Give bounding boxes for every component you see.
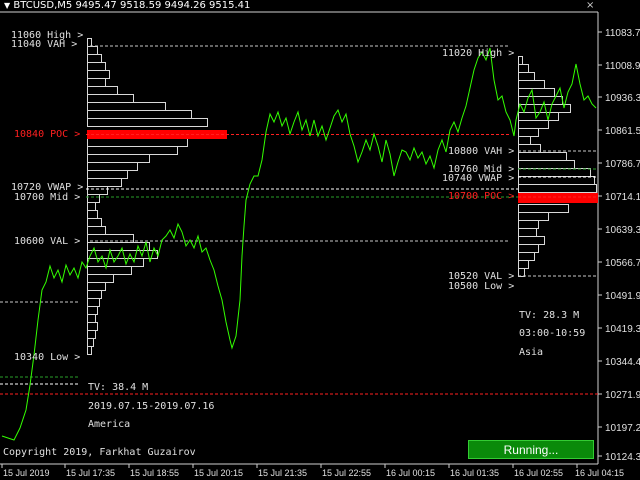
price-tick-label: 11083.73	[605, 28, 640, 39]
time-tick-label: 16 Jul 02:55	[514, 468, 563, 478]
symbol-header: ▼ BTCUSD,M5 9495.47 9518.59 9494.26 9515…	[4, 0, 250, 12]
level-label-high-right: 11020 High >	[442, 48, 514, 59]
time-tick-label: 15 Jul 21:35	[258, 468, 307, 478]
level-label-val-left: 10600 VAL >	[14, 236, 80, 247]
level-label-mid-right: 10760 Mid >	[448, 164, 514, 175]
level-label-vah-right: 10800 VAH >	[448, 146, 514, 157]
level-label-low-left: 10340 Low >	[14, 352, 80, 363]
time-tick-label: 15 Jul 17:35	[66, 468, 115, 478]
level-label-vwap-right: 10740 VWAP >	[442, 173, 514, 184]
profile-session-left: America	[88, 419, 130, 430]
price-tick-label: 10714.15	[605, 192, 640, 203]
close-icon[interactable]: ×	[586, 0, 595, 11]
time-tick-label: 15 Jul 2019	[3, 468, 50, 478]
poc-bar-right	[518, 193, 598, 203]
price-tick-label: 11008.99	[605, 61, 640, 72]
time-tick-label: 16 Jul 04:15	[575, 468, 624, 478]
time-tick-label: 15 Jul 20:15	[194, 468, 243, 478]
running-status-button[interactable]: Running...	[468, 440, 594, 459]
profile-hours-right: 03:00-10:59	[519, 328, 585, 339]
level-label-low-right: 10500 Low >	[448, 281, 514, 292]
level-label-vah-left: 11040 VAH >	[11, 39, 77, 50]
time-tick-label: 15 Jul 22:55	[322, 468, 371, 478]
level-label-mid-left: 10700 Mid >	[14, 192, 80, 203]
profile-tv-left: TV: 38.4 M	[88, 382, 148, 393]
chevron-down-icon[interactable]: ▼	[4, 1, 11, 10]
profile-session-right: Asia	[519, 347, 543, 358]
price-tick-label: 10639.39	[605, 225, 640, 236]
price-tick-label: 10124.39	[605, 452, 640, 463]
price-tick-label: 10861.53	[605, 126, 640, 137]
level-label-val-right: 10520 VAL >	[448, 271, 514, 282]
ohlc-values: 9495.47 9518.59 9494.26 9515.41	[75, 0, 251, 11]
profile-tv-right: TV: 28.3 M	[519, 310, 579, 321]
price-tick-label: 10419.33	[605, 324, 640, 335]
level-label-poc-right: 10700 POC >	[448, 191, 514, 202]
price-tick-label: 10344.47	[605, 357, 640, 368]
price-tick-label: 10197.21	[605, 423, 640, 434]
price-tick-label: 10271.91	[605, 390, 640, 401]
time-tick-label: 16 Jul 01:35	[450, 468, 499, 478]
profile-dates-left: 2019.07.15-2019.07.16	[88, 401, 214, 412]
symbol-name: BTCUSD,M5	[13, 0, 73, 11]
time-tick-label: 15 Jul 18:55	[130, 468, 179, 478]
price-tick-label: 10491.93	[605, 291, 640, 302]
price-tick-label: 10566.73	[605, 258, 640, 269]
level-label-poc-left: 10840 POC >	[14, 129, 80, 140]
price-line	[1, 47, 597, 441]
price-axis: 11083.73 11008.99 10936.32 10861.53 1078…	[598, 28, 640, 463]
copyright-text: Copyright 2019, Farkhat Guzairov	[3, 447, 196, 458]
volume-profile-left	[87, 38, 208, 355]
price-tick-label: 10936.32	[605, 93, 640, 104]
time-axis: 15 Jul 2019 15 Jul 17:35 15 Jul 18:55 15…	[1, 464, 624, 478]
price-tick-label: 10786.78	[605, 159, 640, 170]
level-label-vwap-left: 10720 VWAP >	[11, 182, 83, 193]
level-label-high-left: 11060 High >	[11, 30, 83, 41]
time-tick-label: 16 Jul 00:15	[386, 468, 435, 478]
